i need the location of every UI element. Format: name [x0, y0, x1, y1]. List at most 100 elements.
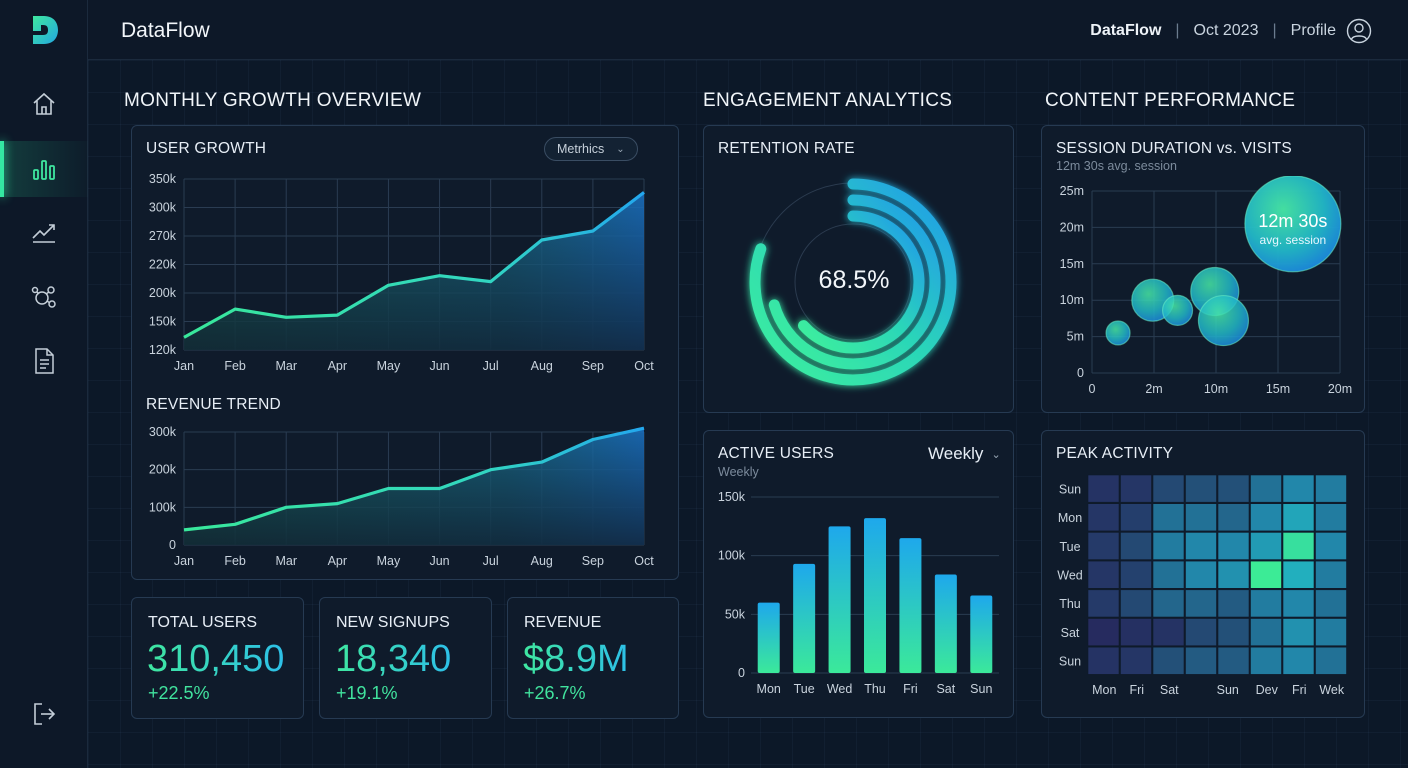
x-tick-label: Mar [275, 359, 297, 373]
logout-button[interactable] [0, 686, 88, 742]
heatmap-cell [1152, 560, 1185, 589]
y-tick-label: 200k [149, 463, 177, 477]
topbar-separator: | [1175, 22, 1180, 39]
stat-label: TOTAL USERS [148, 614, 258, 631]
data-point [642, 427, 645, 430]
x-tick-label: Oct [634, 359, 654, 373]
y-tick-label: 5m [1067, 330, 1084, 344]
heatmap-cell [1282, 503, 1315, 532]
x-tick-label: Wed [827, 682, 853, 696]
heatmap-row-label: Sun [1059, 482, 1081, 496]
data-point [182, 528, 185, 531]
x-tick-label: Oct [634, 554, 654, 568]
profile-link[interactable]: Profile [1290, 22, 1336, 39]
y-tick-label: 350k [149, 172, 177, 186]
data-point [591, 438, 594, 441]
bar [757, 602, 780, 673]
x-tick-label: Jan [174, 554, 194, 568]
heatmap-cell [1185, 503, 1217, 532]
heatmap-cell [1120, 560, 1152, 589]
heatmap-cell [1217, 618, 1250, 647]
data-point [642, 191, 645, 194]
x-tick-label: Apr [328, 554, 347, 568]
active-users-title: ACTIVE USERS [718, 445, 835, 462]
heatmap-row-label: Thu [1059, 597, 1081, 611]
heatmap-cell [1250, 618, 1282, 647]
stat-card-new-signups: NEW SIGNUPS 18,340 +19.1% [319, 597, 492, 719]
retention-radial-chart [749, 178, 957, 386]
x-tick-label: Tue [794, 682, 815, 696]
heatmap-cell [1185, 589, 1217, 618]
stat-value: 18,340 [335, 638, 452, 680]
user-avatar-icon[interactable] [1346, 18, 1372, 44]
heatmap-cell [1315, 589, 1347, 618]
heatmap-row-label: Wed [1057, 568, 1083, 582]
heatmap-cell [1315, 532, 1347, 560]
dataflow-logo[interactable] [30, 14, 60, 46]
retention-ring-arc [749, 178, 957, 386]
y-tick-label: 15m [1060, 257, 1084, 271]
scatter-bubble [1197, 294, 1250, 347]
y-tick-label: 150k [718, 490, 746, 504]
sidebar-item-analytics[interactable] [0, 141, 88, 197]
y-tick-label: 0 [169, 538, 176, 552]
session-scatter-chart: 25m 20m 15m 10m 5m 00 2m 10m 15m 20m 12m 30s avg. s… [1060, 176, 1352, 396]
section-title-engagement: ENGAGEMENT ANALYTICS [703, 90, 953, 111]
heatmap-cell [1282, 474, 1315, 503]
metrics-dropdown[interactable]: Metrhics ⌄ [544, 137, 638, 161]
x-tick-label: Sat [936, 682, 955, 696]
data-point [234, 523, 237, 526]
sidebar-item-documents[interactable] [0, 333, 88, 389]
y-tick-label: 0 [1077, 366, 1084, 380]
bar-chart-icon [33, 160, 55, 180]
heatmap-col-label: Wek [1319, 683, 1345, 697]
heatmap-cell [1315, 646, 1347, 675]
heatmap-row-label: Sun [1059, 655, 1081, 669]
retention-ring-arc [797, 210, 925, 354]
data-point [182, 336, 185, 339]
sidebar-item-home[interactable] [0, 76, 88, 132]
peak-activity-heatmap: Sun Mon Tue Wed Thu Sat Sun Mon Fri Sat Sun Dev Fri W… [1057, 474, 1347, 697]
date-selector[interactable]: Oct 2023 [1193, 22, 1259, 39]
section-title-growth: MONTHLY GROWTH OVERVIEW [124, 90, 422, 111]
heatmap-cell [1315, 560, 1347, 589]
period-dropdown[interactable]: Weekly ⌄ [928, 444, 1001, 464]
x-tick-label: 2m [1145, 382, 1162, 396]
heatmap-cell [1217, 560, 1250, 589]
heatmap-cell [1315, 618, 1347, 647]
heatmap-cell [1282, 589, 1315, 618]
section-title-content: CONTENT PERFORMANCE [1045, 90, 1296, 111]
user-growth-chart: 350k 300k 270k 220k 200k 150k 120k Jan Feb Mar Apr… [149, 172, 654, 373]
x-tick-label: 15m [1266, 382, 1290, 396]
heatmap-cell [1217, 589, 1250, 618]
heatmap-cell [1120, 503, 1152, 532]
heatmap-cell [1087, 474, 1120, 503]
bar [793, 563, 816, 673]
sidebar-item-network[interactable] [0, 269, 88, 325]
bar [970, 595, 993, 673]
y-tick-label: 50k [725, 607, 746, 621]
stat-card-revenue: REVENUE $8.9M +26.7% [507, 597, 679, 719]
heatmap-col-label: Fri [1292, 683, 1307, 697]
retention-title: RETENTION RATE [718, 140, 855, 157]
y-tick-label: 100k [718, 549, 746, 563]
network-icon [31, 286, 56, 308]
x-tick-label: Apr [328, 359, 347, 373]
data-point [438, 274, 441, 277]
sidebar-item-trends[interactable] [0, 205, 88, 261]
heatmap-cell [1217, 474, 1250, 503]
bar [899, 538, 922, 673]
data-point [336, 313, 339, 316]
data-point [591, 229, 594, 232]
x-tick-label: 20m [1328, 382, 1352, 396]
y-tick-label: 150k [149, 315, 177, 329]
y-tick-label: 300k [149, 425, 177, 439]
stat-value: $8.9M [523, 638, 629, 680]
heatmap-cell [1282, 646, 1315, 675]
heatmap-cell [1087, 503, 1120, 532]
heatmap-cell [1120, 532, 1152, 560]
x-tick-label: Sep [582, 359, 604, 373]
heatmap-row-label: Tue [1059, 540, 1080, 554]
heatmap-col-label: Mon [1092, 683, 1116, 697]
heatmap-cell [1315, 503, 1347, 532]
